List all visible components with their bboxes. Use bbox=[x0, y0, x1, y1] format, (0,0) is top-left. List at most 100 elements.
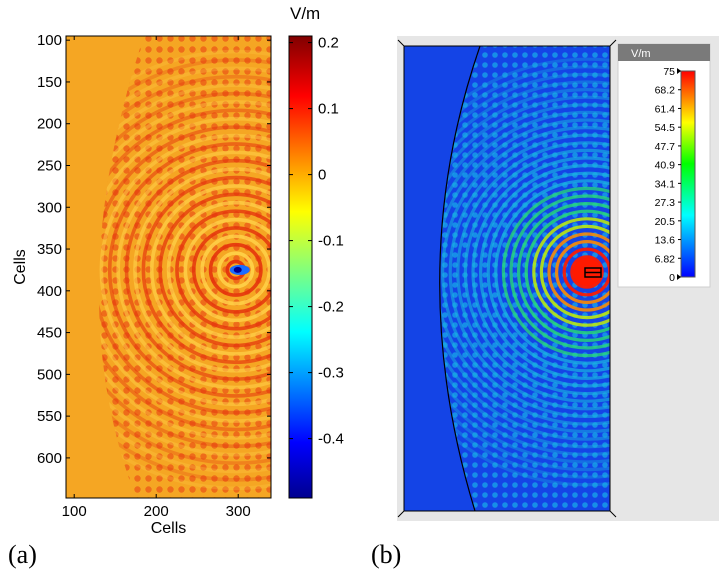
wavefront-ring bbox=[577, 262, 597, 282]
x-axis-label-a: Cells bbox=[151, 520, 187, 537]
wavefront-ring bbox=[166, 200, 271, 339]
wavefront-ring bbox=[191, 226, 271, 314]
wavefront-ring bbox=[410, 95, 610, 449]
wavefront-ring bbox=[471, 156, 610, 388]
y-tick-label-a: 300 bbox=[37, 199, 62, 216]
wavefront-ring bbox=[208, 242, 263, 297]
colorbar-tick-label-b: 13.6 bbox=[655, 235, 676, 247]
y-tick-label-a: 250 bbox=[37, 157, 62, 174]
colorbar-tick-label-a: -0.4 bbox=[318, 431, 344, 448]
wavefront-ring bbox=[82, 116, 271, 423]
wavefront-ring bbox=[66, 66, 271, 474]
wavefront-ring bbox=[448, 133, 610, 411]
colorbar-tick-label-b: 6.82 bbox=[655, 253, 676, 265]
colorbar-gradient-a bbox=[288, 35, 313, 499]
wavefront-ring bbox=[149, 184, 271, 356]
colorbar-tick-label-b: 47.7 bbox=[655, 141, 676, 153]
wavefronts-a bbox=[66, 49, 271, 491]
colorbar-tick-label-b: 34.1 bbox=[655, 178, 676, 190]
wavefront-ring bbox=[74, 108, 271, 432]
plot-frame-a bbox=[65, 35, 272, 499]
wavefront-ring bbox=[479, 164, 610, 380]
wavefront-ring bbox=[539, 224, 610, 320]
wavefront-ring bbox=[509, 194, 610, 350]
colorbar-tick-label-b: 20.5 bbox=[655, 216, 676, 228]
field-interference-b bbox=[404, 46, 610, 511]
colorbar-tick-label-a: 0.1 bbox=[318, 101, 339, 118]
y-tick-label-a: 550 bbox=[37, 408, 62, 425]
wavefront-ring bbox=[418, 103, 610, 441]
wavefront-ring bbox=[141, 175, 271, 365]
y-tick-label-a: 450 bbox=[37, 325, 62, 342]
wavefront-ring bbox=[486, 171, 610, 373]
colorbar-tick-label-b: 68.2 bbox=[655, 85, 676, 97]
field-region-left-b bbox=[404, 46, 480, 511]
wavefront-ring bbox=[501, 186, 610, 358]
colorbar-tick-label-a: 0 bbox=[318, 167, 326, 184]
axes-a: 100 150 200 250 300 350 400 450 500 550 600 100 200 3… bbox=[12, 32, 271, 537]
wavefront-ring bbox=[183, 217, 271, 323]
wavefronts-b bbox=[404, 57, 610, 487]
source-marker-b bbox=[584, 267, 602, 278]
wavefront-ring bbox=[456, 141, 610, 403]
wavefront-ring bbox=[517, 202, 610, 342]
wavefront-ring bbox=[66, 58, 271, 482]
wavefront-ring bbox=[404, 88, 610, 456]
colorbar-a: 0.2 0.1 0 -0.1 -0.2 -0.3 -0.4 V/m bbox=[288, 4, 344, 499]
source-marker-box bbox=[584, 267, 602, 278]
field-interference-a bbox=[66, 36, 271, 498]
colorbar-tick-label-a: -0.1 bbox=[318, 233, 344, 250]
wavefront-ring bbox=[404, 57, 610, 487]
source-hotspot-b bbox=[573, 258, 601, 286]
wavefront-ring bbox=[570, 255, 604, 289]
source-a bbox=[229, 264, 250, 275]
y-tick-label-a: 600 bbox=[37, 450, 62, 467]
wavefront-ring bbox=[547, 232, 610, 312]
wavefront-ring bbox=[66, 74, 271, 465]
wavefront-ring bbox=[532, 217, 610, 327]
wavefront-ring bbox=[562, 247, 610, 297]
box-frame-b bbox=[397, 39, 617, 518]
wavefront-ring bbox=[225, 259, 246, 281]
wavefront-ring bbox=[555, 240, 610, 304]
wavefront-ring bbox=[158, 192, 271, 348]
wavefront-ring bbox=[441, 126, 610, 418]
wavefront-ring bbox=[91, 125, 271, 415]
colorbar-min-marker-b bbox=[677, 274, 681, 280]
field-region-left-a bbox=[66, 36, 144, 498]
wavefront-ring bbox=[66, 83, 271, 457]
colorbar-tick-label-a: 0.2 bbox=[318, 35, 339, 52]
wavefront-ring bbox=[425, 110, 610, 434]
y-tick-label-a: 500 bbox=[37, 366, 62, 383]
panel-label-a: (a) bbox=[8, 540, 37, 569]
plot-area-b bbox=[404, 46, 610, 511]
colorbar-tick-label-b: 61.4 bbox=[655, 103, 676, 115]
colorbar-tick-label-a: -0.3 bbox=[318, 365, 344, 382]
x-tick-label-a: 300 bbox=[226, 503, 251, 520]
wavefront-ring bbox=[66, 49, 271, 491]
panel-label-b: (b) bbox=[371, 540, 402, 569]
wavefront-ring bbox=[66, 91, 271, 449]
colorbar-tick-label-b: 0 bbox=[669, 272, 675, 284]
colorbar-unit-a: V/m bbox=[290, 4, 320, 23]
wavefront-ring bbox=[116, 150, 271, 390]
colorbar-tick-label-b: 54.5 bbox=[655, 122, 676, 134]
x-tick-label-a: 100 bbox=[62, 503, 87, 520]
colorbar-gradient-b bbox=[680, 70, 696, 278]
y-axis-label-a: Cells bbox=[12, 249, 29, 285]
wavefront-ring bbox=[404, 65, 610, 479]
wavefront-ring bbox=[124, 158, 271, 381]
colorbar-tick-label-b: 40.9 bbox=[655, 160, 676, 172]
wavefront-ring bbox=[175, 209, 271, 331]
y-tick-label-a: 400 bbox=[37, 283, 62, 300]
legend-header-b bbox=[618, 44, 710, 61]
legend-panel-b bbox=[617, 43, 711, 288]
wavefront-ring bbox=[404, 80, 610, 464]
boundary-arc-b bbox=[439, 46, 481, 511]
wavefront-ring bbox=[200, 234, 271, 306]
source-core-a bbox=[233, 266, 242, 273]
x-tick-label-a: 200 bbox=[144, 503, 169, 520]
colorbar-tick-label-b: 75 bbox=[663, 66, 675, 78]
